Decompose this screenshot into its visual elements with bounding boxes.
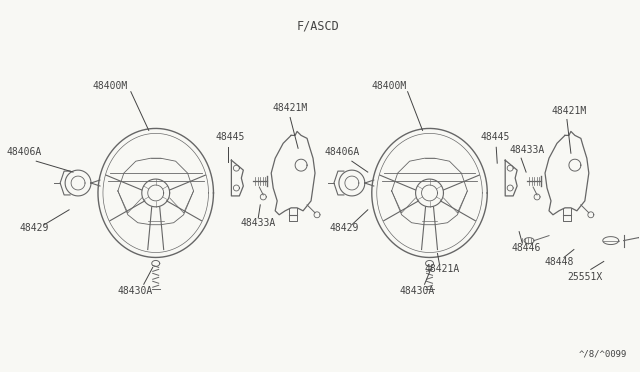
Text: 48430A: 48430A [118,286,153,296]
Text: 25551X: 25551X [567,272,602,282]
Text: 48445: 48445 [480,132,509,142]
Text: 48446: 48446 [511,243,541,253]
Text: 48400M: 48400M [93,81,128,91]
Text: 48430A: 48430A [399,286,435,296]
Text: F/ASCD: F/ASCD [296,19,339,32]
Text: 48421M: 48421M [272,103,307,113]
Text: 48445: 48445 [216,132,245,142]
Text: 48400M: 48400M [372,81,407,91]
Text: 48406A: 48406A [6,147,42,157]
Text: ^/8/^0099: ^/8/^0099 [579,350,627,359]
Text: 48429: 48429 [330,223,359,233]
Text: 48421A: 48421A [424,264,460,275]
Text: 48433A: 48433A [241,218,276,228]
Text: 48433A: 48433A [509,145,545,155]
Text: 48448: 48448 [544,257,573,267]
Text: 48406A: 48406A [325,147,360,157]
Text: 48429: 48429 [19,223,49,233]
Text: 48421M: 48421M [552,106,588,116]
